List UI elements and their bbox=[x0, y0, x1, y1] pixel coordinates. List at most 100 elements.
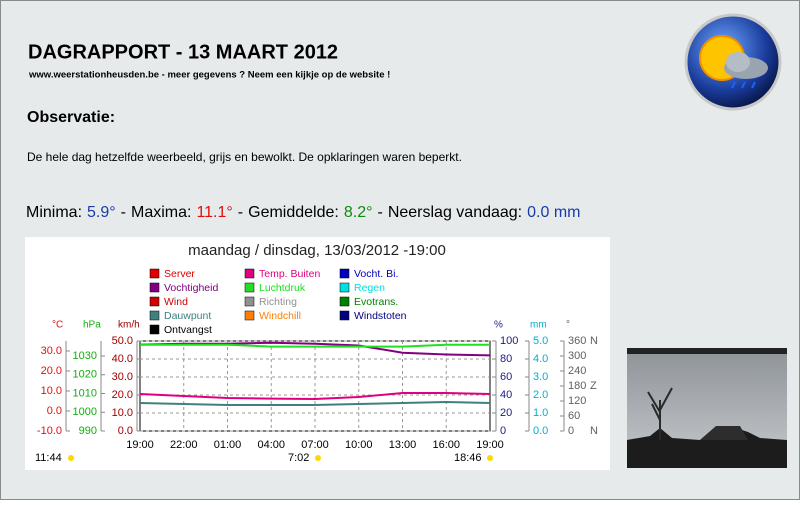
sun-time: 7:02 bbox=[288, 452, 309, 464]
compass-label: N bbox=[590, 335, 598, 347]
series-line bbox=[139, 400, 491, 406]
tick-label: 0.0 bbox=[118, 425, 133, 437]
summary: Minima: 5.9° - Maxima: 11.1° - Gemiddelde: 8.2°… bbox=[26, 204, 580, 221]
tick-label: 300 bbox=[568, 350, 586, 362]
legend-label: Richting bbox=[259, 296, 297, 308]
series-line bbox=[140, 343, 490, 348]
legend-label: Evotrans. bbox=[354, 296, 398, 308]
legend-label: Temp. Buiten bbox=[259, 268, 320, 280]
tick-label: 60 bbox=[500, 371, 512, 383]
tick-label: -10.0 bbox=[37, 425, 62, 437]
summary-label: Gemiddelde: bbox=[248, 204, 339, 221]
sun-icon bbox=[487, 455, 493, 461]
tick-label: 0.0 bbox=[533, 425, 548, 437]
axis-unit: mm bbox=[530, 320, 547, 331]
legend-label: Ontvangst bbox=[164, 324, 212, 336]
summary-value: 5.9° bbox=[87, 204, 116, 221]
legend-swatch bbox=[244, 282, 255, 293]
axis-unit: °C bbox=[52, 320, 63, 331]
chart: °C-10.00.010.020.030.0hPa990100010101020… bbox=[35, 268, 598, 464]
observation-text: De hele dag hetzelfde weerbeeld, grijs e… bbox=[27, 150, 462, 164]
separator: - bbox=[238, 204, 243, 221]
tick-label: 100 bbox=[500, 335, 518, 347]
summary-value: 11.1° bbox=[196, 204, 232, 221]
sun-icon bbox=[68, 455, 74, 461]
compass-label: N bbox=[590, 425, 598, 437]
tick-label: 20 bbox=[500, 407, 512, 419]
x-tick-label: 19:00 bbox=[476, 439, 504, 451]
tick-label: 3.0 bbox=[533, 371, 548, 383]
summary-value: 0.0 mm bbox=[527, 204, 580, 221]
weather-logo bbox=[684, 13, 782, 111]
tick-label: 20.0 bbox=[41, 365, 62, 377]
x-tick-label: 01:00 bbox=[214, 439, 242, 451]
tick-label: 40.0 bbox=[112, 353, 133, 365]
tick-label: 360 bbox=[568, 335, 586, 347]
tick-label: 4.0 bbox=[533, 353, 548, 365]
legend-label: Wind bbox=[164, 296, 188, 308]
axis-unit: ° bbox=[566, 320, 570, 331]
sun-time: 11:44 bbox=[35, 452, 62, 464]
page-title: DAGRAPPORT - 13 MAART 2012 bbox=[28, 41, 338, 63]
x-tick-label: 04:00 bbox=[257, 439, 285, 451]
legend-swatch bbox=[339, 282, 350, 293]
legend-swatch bbox=[149, 296, 160, 307]
observation-heading: Observatie: bbox=[27, 109, 115, 126]
tick-label: 990 bbox=[79, 425, 97, 437]
tick-label: 1.0 bbox=[533, 407, 548, 419]
tick-label: 30.0 bbox=[41, 345, 62, 357]
legend-swatch bbox=[339, 268, 350, 279]
axis-unit: hPa bbox=[83, 320, 101, 331]
sun-icon bbox=[315, 455, 321, 461]
axis-unit: % bbox=[494, 320, 503, 331]
series-line bbox=[139, 341, 491, 357]
tick-label: 1010 bbox=[73, 387, 97, 399]
tick-label: 120 bbox=[568, 395, 586, 407]
tick-label: 80 bbox=[500, 353, 512, 365]
axis-unit: km/h bbox=[118, 320, 140, 331]
x-tick-label: 19:00 bbox=[126, 439, 154, 451]
tick-label: 180 bbox=[568, 380, 586, 392]
legend-swatch bbox=[339, 296, 350, 307]
legend-label: Regen bbox=[354, 282, 385, 294]
legend-swatch bbox=[244, 296, 255, 307]
x-tick-label: 22:00 bbox=[170, 439, 198, 451]
tick-label: 1020 bbox=[73, 369, 97, 381]
legend-swatch bbox=[244, 268, 255, 279]
legend-swatch bbox=[244, 310, 255, 321]
x-tick-label: 13:00 bbox=[389, 439, 417, 451]
legend-label: Dauwpunt bbox=[164, 310, 211, 322]
legend-label: Luchtdruk bbox=[259, 282, 306, 294]
legend-label: Windstoten bbox=[354, 310, 407, 322]
legend-label: Vocht. Bi. bbox=[354, 268, 398, 280]
compass-label: Z bbox=[590, 380, 597, 392]
tick-label: 240 bbox=[568, 365, 586, 377]
tick-label: 30.0 bbox=[112, 371, 133, 383]
legend-swatch bbox=[149, 282, 160, 293]
x-tick-label: 07:00 bbox=[301, 439, 329, 451]
subtitle: www.weerstationheusden.be - meer gegeven… bbox=[28, 70, 390, 81]
tick-label: 50.0 bbox=[112, 335, 133, 347]
tick-label: 20.0 bbox=[112, 389, 133, 401]
tick-label: 10.0 bbox=[112, 407, 133, 419]
chart-title: maandag / dinsdag, 13/03/2012 -19:00 bbox=[188, 242, 446, 259]
sun-time: 18:46 bbox=[454, 452, 482, 464]
tick-label: 1000 bbox=[73, 406, 97, 418]
tick-label: 1030 bbox=[73, 350, 97, 362]
summary-value: 8.2° bbox=[344, 204, 373, 221]
legend-swatch bbox=[339, 310, 350, 321]
tick-label: 2.0 bbox=[533, 389, 548, 401]
legend-label: Vochtigheid bbox=[164, 282, 218, 294]
legend-swatch bbox=[149, 310, 160, 321]
separator: - bbox=[121, 204, 126, 221]
tick-label: 40 bbox=[500, 389, 512, 401]
summary-label: Neerslag vandaag: bbox=[388, 204, 522, 221]
legend-swatch bbox=[149, 268, 160, 279]
x-tick-label: 10:00 bbox=[345, 439, 373, 451]
webcam-image bbox=[627, 348, 787, 468]
separator: - bbox=[377, 204, 382, 221]
tick-label: 0 bbox=[568, 425, 574, 437]
tick-label: 0.0 bbox=[47, 405, 62, 417]
summary-label: Maxima: bbox=[131, 204, 191, 221]
